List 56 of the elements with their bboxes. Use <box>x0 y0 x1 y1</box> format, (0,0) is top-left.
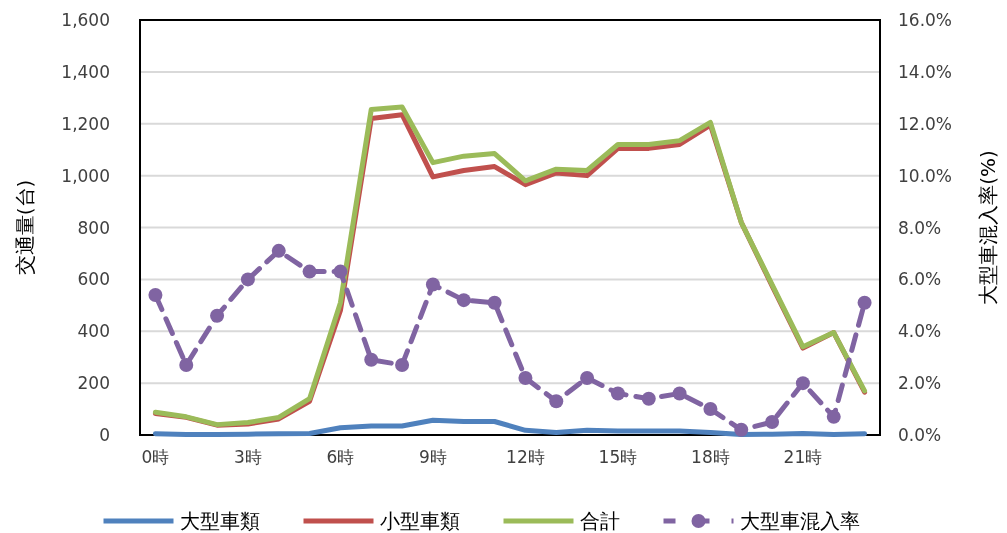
point <box>518 370 533 385</box>
y2-tick-label: 0.0% <box>898 425 942 445</box>
point <box>765 415 780 430</box>
x-tick-label: 3時 <box>234 447 262 467</box>
point <box>857 295 872 310</box>
y-tick-label: 0 <box>99 425 110 445</box>
y-tick-label: 800 <box>77 217 110 238</box>
y2-tick-label: 6.0% <box>898 269 942 290</box>
x-tick-label: 9時 <box>419 447 447 467</box>
y-tick-label: 1,000 <box>61 165 110 186</box>
y2-tick-label: 8.0% <box>898 217 942 238</box>
point <box>240 272 255 287</box>
point <box>179 357 194 372</box>
point <box>610 386 625 401</box>
y-tick-label: 200 <box>77 373 110 394</box>
y2-tick-label: 12.0% <box>898 113 953 134</box>
point <box>580 370 595 385</box>
point <box>456 293 471 308</box>
point <box>425 277 440 292</box>
y-tick-label: 1,200 <box>61 113 110 134</box>
point <box>210 308 225 323</box>
y2-tick-label: 14.0% <box>898 61 953 82</box>
point <box>734 422 749 437</box>
point <box>364 352 379 367</box>
legend-label: 大型車類 <box>179 509 260 533</box>
y2-tick-label: 2.0% <box>898 373 942 394</box>
y-tick-label: 400 <box>77 321 110 342</box>
point <box>148 287 163 302</box>
legend-label: 大型車混入率 <box>739 509 860 533</box>
point <box>302 264 317 279</box>
point <box>487 295 502 310</box>
point <box>795 376 810 391</box>
point <box>333 264 348 279</box>
point <box>395 357 410 372</box>
point <box>672 386 687 401</box>
y2-tick-label: 16.0% <box>898 10 953 30</box>
x-tick-label: 0時 <box>141 447 170 467</box>
y2-axis-title: 大型車混入率(%) <box>976 150 1000 305</box>
y-tick-label: 600 <box>77 269 110 290</box>
y2-tick-label: 10.0% <box>898 165 953 186</box>
point <box>826 409 841 424</box>
y-tick-label: 1,400 <box>61 61 110 82</box>
x-tick-label: 18時 <box>691 447 730 467</box>
x-tick-label: 12時 <box>506 447 545 467</box>
point <box>271 243 286 258</box>
point <box>641 391 656 406</box>
x-tick-label: 6時 <box>326 447 355 467</box>
x-tick-label: 21時 <box>783 447 823 467</box>
y2-tick-label: 4.0% <box>898 321 942 342</box>
y-tick-label: 1,600 <box>61 10 110 30</box>
y-axis-title: 交通量(台) <box>13 179 37 276</box>
legend-label: 小型車類 <box>379 509 460 533</box>
legend-label: 合計 <box>579 509 620 533</box>
point <box>703 402 718 417</box>
x-tick-label: 15時 <box>598 447 638 467</box>
point <box>549 394 564 409</box>
